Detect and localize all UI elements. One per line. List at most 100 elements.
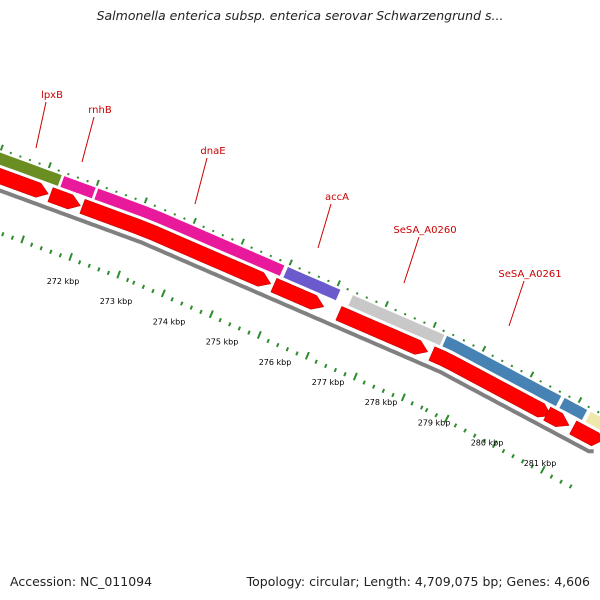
inner-tick	[314, 359, 318, 364]
outer-tick	[19, 155, 22, 158]
outer-tick	[28, 158, 32, 162]
outer-tick	[192, 217, 197, 224]
tick-labels: 272 kbp 273 kbp 274 kbp 275 kbp 276 kbp 277 k…	[47, 277, 557, 468]
cds-arrow	[47, 187, 81, 210]
outer-tick	[491, 354, 494, 358]
tick-label: 272 kbp	[47, 277, 80, 286]
outer-tick	[288, 259, 293, 266]
inner-tick	[352, 372, 358, 381]
outer-tick	[211, 229, 215, 233]
gene-bar-sesa_a0261	[441, 335, 563, 407]
inner-tick	[20, 235, 25, 244]
gene-bar-lpxb	[0, 151, 63, 187]
inner-tick	[208, 310, 214, 319]
inner-tick	[559, 479, 563, 484]
outer-tick	[221, 233, 225, 237]
outer-tick	[86, 179, 89, 183]
outer-tick	[510, 364, 514, 368]
cds-arrow	[79, 198, 272, 287]
cds-arrow	[0, 167, 49, 198]
tick-label: 276 kbp	[259, 358, 292, 367]
tick-label: 281 kbp	[524, 459, 557, 468]
inner-tick	[472, 433, 477, 438]
inner-tick	[247, 330, 251, 335]
inner-tick	[424, 407, 429, 413]
tick-label: 279 kbp	[418, 418, 451, 427]
backbone	[0, 188, 594, 454]
outer-tick	[346, 287, 349, 291]
cds-arrow	[543, 406, 570, 427]
gene-leader-line	[35, 101, 47, 149]
outer-tick	[95, 179, 100, 186]
inner-tick	[106, 270, 111, 276]
inner-tick	[29, 242, 34, 247]
outer-tick	[9, 151, 13, 155]
outer-tick-ring	[0, 144, 600, 414]
inner-tick	[343, 372, 347, 377]
outer-tick	[240, 238, 245, 245]
outer-tick	[269, 254, 273, 258]
inner-tick	[68, 252, 73, 262]
inner-tick	[410, 401, 414, 406]
outer-tick	[67, 172, 70, 176]
outer-tick	[403, 312, 407, 316]
outer-tick	[250, 246, 253, 249]
inner-tick	[501, 448, 506, 454]
outer-tick	[481, 345, 487, 352]
outer-tick	[163, 208, 167, 212]
gene-bar-sesa_a0260	[347, 294, 446, 347]
inner-tick	[549, 474, 554, 479]
outer-tick	[0, 144, 4, 151]
accession-text: Accession: NC_011094	[10, 574, 153, 589]
tick-label: 277 kbp	[312, 378, 345, 387]
inner-tick	[228, 322, 232, 327]
inner-tick	[400, 393, 406, 402]
outer-tick	[134, 197, 137, 201]
outer-tick	[105, 186, 109, 190]
outer-tick	[279, 258, 282, 262]
inner-tick	[49, 249, 53, 255]
inner-tick	[434, 413, 439, 418]
gene-label: dnaE	[200, 146, 225, 157]
gene-leader-line	[508, 280, 525, 327]
inner-tick	[160, 289, 166, 298]
inner-tick	[170, 297, 174, 302]
outer-tick	[500, 359, 504, 363]
inner-tick	[530, 464, 535, 469]
inner-tick	[295, 351, 299, 356]
cds-arrow-track	[0, 167, 600, 447]
outer-tick	[365, 296, 369, 299]
inner-tick	[324, 363, 328, 369]
outer-tick	[355, 292, 359, 295]
outer-tick	[394, 308, 397, 312]
outer-tick	[375, 300, 378, 304]
outer-tick	[57, 169, 61, 172]
gene-bar-unlabeled-6	[558, 397, 589, 421]
gene-leader-line	[194, 157, 208, 205]
gene-bar-rnhb	[59, 175, 97, 200]
map-title: Salmonella enterica subsp. enterica sero…	[96, 8, 504, 23]
outer-tick	[153, 204, 157, 208]
inner-tick	[132, 280, 136, 285]
outer-tick	[124, 193, 128, 197]
inner-tick	[87, 263, 91, 269]
inner-tick	[520, 459, 525, 464]
cds-arrow	[569, 420, 600, 447]
gene-bar-acca	[282, 266, 342, 301]
outer-tick	[442, 329, 445, 333]
outer-tick	[451, 333, 455, 337]
gene-label: rnhB	[88, 105, 112, 116]
inner-tick	[151, 288, 155, 294]
inner-tick	[189, 305, 194, 310]
inner-tick	[511, 453, 515, 459]
inner-tick-ring	[1, 231, 573, 489]
gene-leader-line	[81, 116, 95, 163]
outer-tick	[548, 385, 552, 388]
gene-label: SeSA_A0261	[498, 269, 561, 280]
tick-label: 274 kbp	[153, 317, 186, 326]
gene-feature-track	[0, 151, 600, 431]
outer-tick	[539, 380, 542, 383]
inner-tick	[1, 231, 5, 237]
inner-tick	[463, 428, 467, 433]
gene-label: lpxB	[41, 90, 63, 101]
